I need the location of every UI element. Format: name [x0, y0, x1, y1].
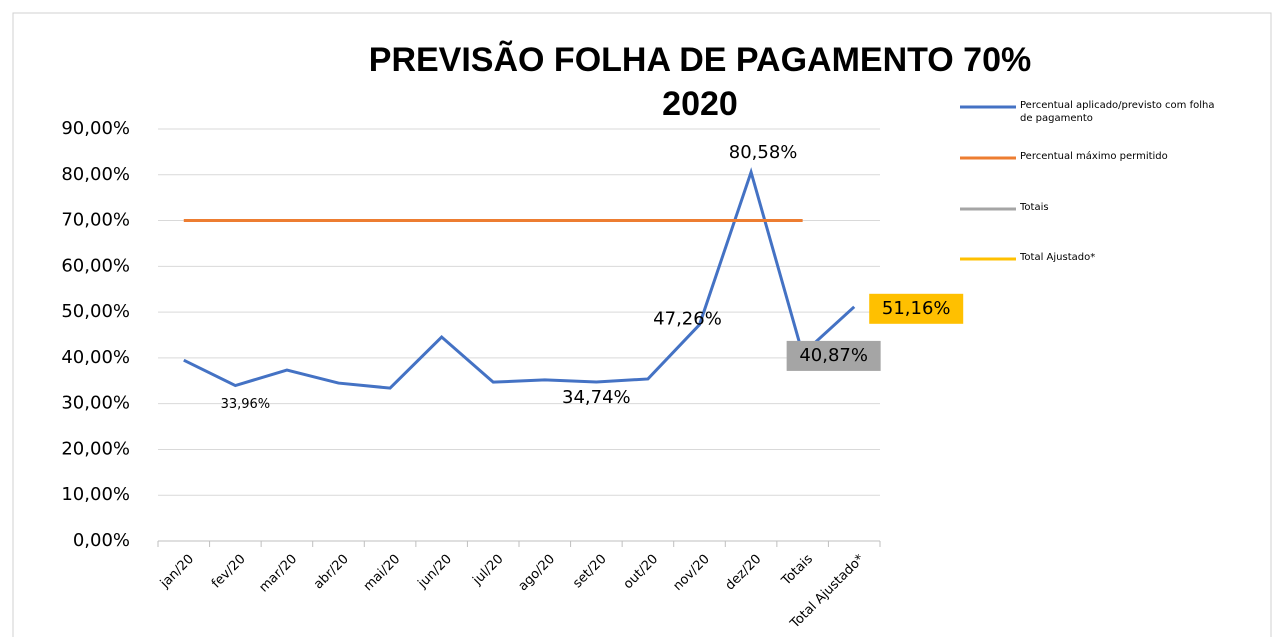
y-tick-label: 90,00% [61, 118, 130, 139]
y-tick-label: 80,00% [61, 164, 130, 185]
legend-label: Percentual aplicado/previsto com folha d… [1020, 100, 1215, 124]
legend-item: Percentual máximo permitido [1020, 151, 1168, 162]
y-tick-label: 50,00% [61, 301, 130, 322]
legend-label: Totais [1020, 202, 1049, 213]
chart-subtitle: 2020 [662, 85, 738, 123]
y-tick-label: 40,00% [61, 347, 130, 368]
chart-title: PREVISÃO FOLHA DE PAGAMENTO 70% [369, 41, 1031, 79]
data-label: 34,74% [562, 387, 631, 408]
y-tick-label: 60,00% [61, 255, 130, 276]
legend-item: Total Ajustado* [1020, 252, 1096, 263]
legend-label: Total Ajustado* [1020, 252, 1096, 263]
data-label-box [786, 340, 881, 371]
data-label: 47,26% [653, 309, 722, 330]
y-tick-label: 70,00% [61, 210, 130, 231]
series-line [183, 167, 856, 390]
chart-frame [12, 12, 1272, 637]
legend-item: Percentual aplicado/previsto com folha d… [1020, 100, 1215, 124]
legend-label: Percentual máximo permitido [1020, 151, 1168, 162]
data-label: 80,58% [729, 142, 798, 163]
y-tick-label: 30,00% [61, 393, 130, 414]
y-tick-label: 0,00% [73, 530, 130, 551]
y-tick-label: 20,00% [61, 438, 130, 459]
data-label: 33,96% [221, 397, 271, 412]
data-label-box [869, 293, 964, 324]
y-tick-label: 10,00% [61, 484, 130, 505]
data-label: 40,87% [799, 345, 868, 366]
legend-item: Totais [1020, 202, 1049, 213]
data-label: 51,16% [882, 298, 951, 319]
